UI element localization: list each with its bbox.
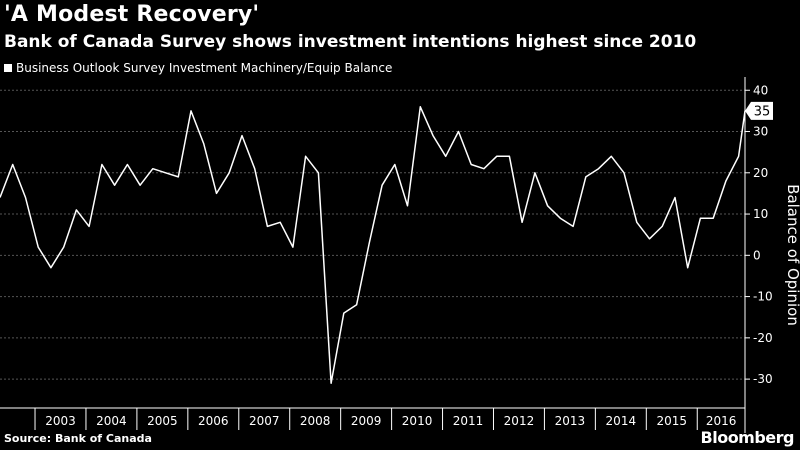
y-tick-label: 10: [753, 207, 768, 221]
bloomberg-logo: Bloomberg: [700, 428, 795, 447]
y-tick-label: 20: [753, 166, 768, 180]
x-tick-label: 2014: [606, 414, 637, 428]
y-tick-label: -10: [753, 290, 773, 304]
x-tick-label: 2015: [657, 414, 688, 428]
last-value-label: 35: [754, 104, 771, 119]
x-tick-label: 2016: [706, 414, 737, 428]
y-tick-label: -20: [753, 331, 773, 345]
x-tick-label: 2008: [300, 414, 331, 428]
x-tick-label: 2010: [402, 414, 433, 428]
series-line: [0, 106, 746, 384]
chart-title: 'A Modest Recovery': [4, 2, 260, 27]
legend-swatch-icon: [4, 64, 12, 72]
x-tick-label: 2011: [453, 414, 484, 428]
y-tick-label: 0: [753, 248, 761, 262]
y-tick-label: 40: [753, 83, 768, 97]
x-tick-label: 2004: [96, 414, 127, 428]
x-tick-label: 2012: [504, 414, 535, 428]
last-value-badge: [745, 101, 773, 120]
x-tick-label: 2007: [249, 414, 280, 428]
x-tick-label: 2006: [198, 414, 229, 428]
x-tick-label: 2013: [555, 414, 586, 428]
source-note: Source: Bank of Canada: [4, 432, 152, 445]
legend: Business Outlook Survey Investment Machi…: [4, 61, 392, 75]
x-tick-label: 2003: [45, 414, 76, 428]
y-tick-label: -30: [753, 372, 773, 386]
x-tick-label: 2009: [351, 414, 382, 428]
x-tick-label: 2005: [147, 414, 178, 428]
chart-subtitle: Bank of Canada Survey shows investment i…: [4, 32, 697, 52]
y-tick-label: 30: [753, 125, 768, 139]
y-axis-label: Balance of Opinion: [784, 184, 800, 326]
legend-label: Business Outlook Survey Investment Machi…: [16, 61, 393, 75]
